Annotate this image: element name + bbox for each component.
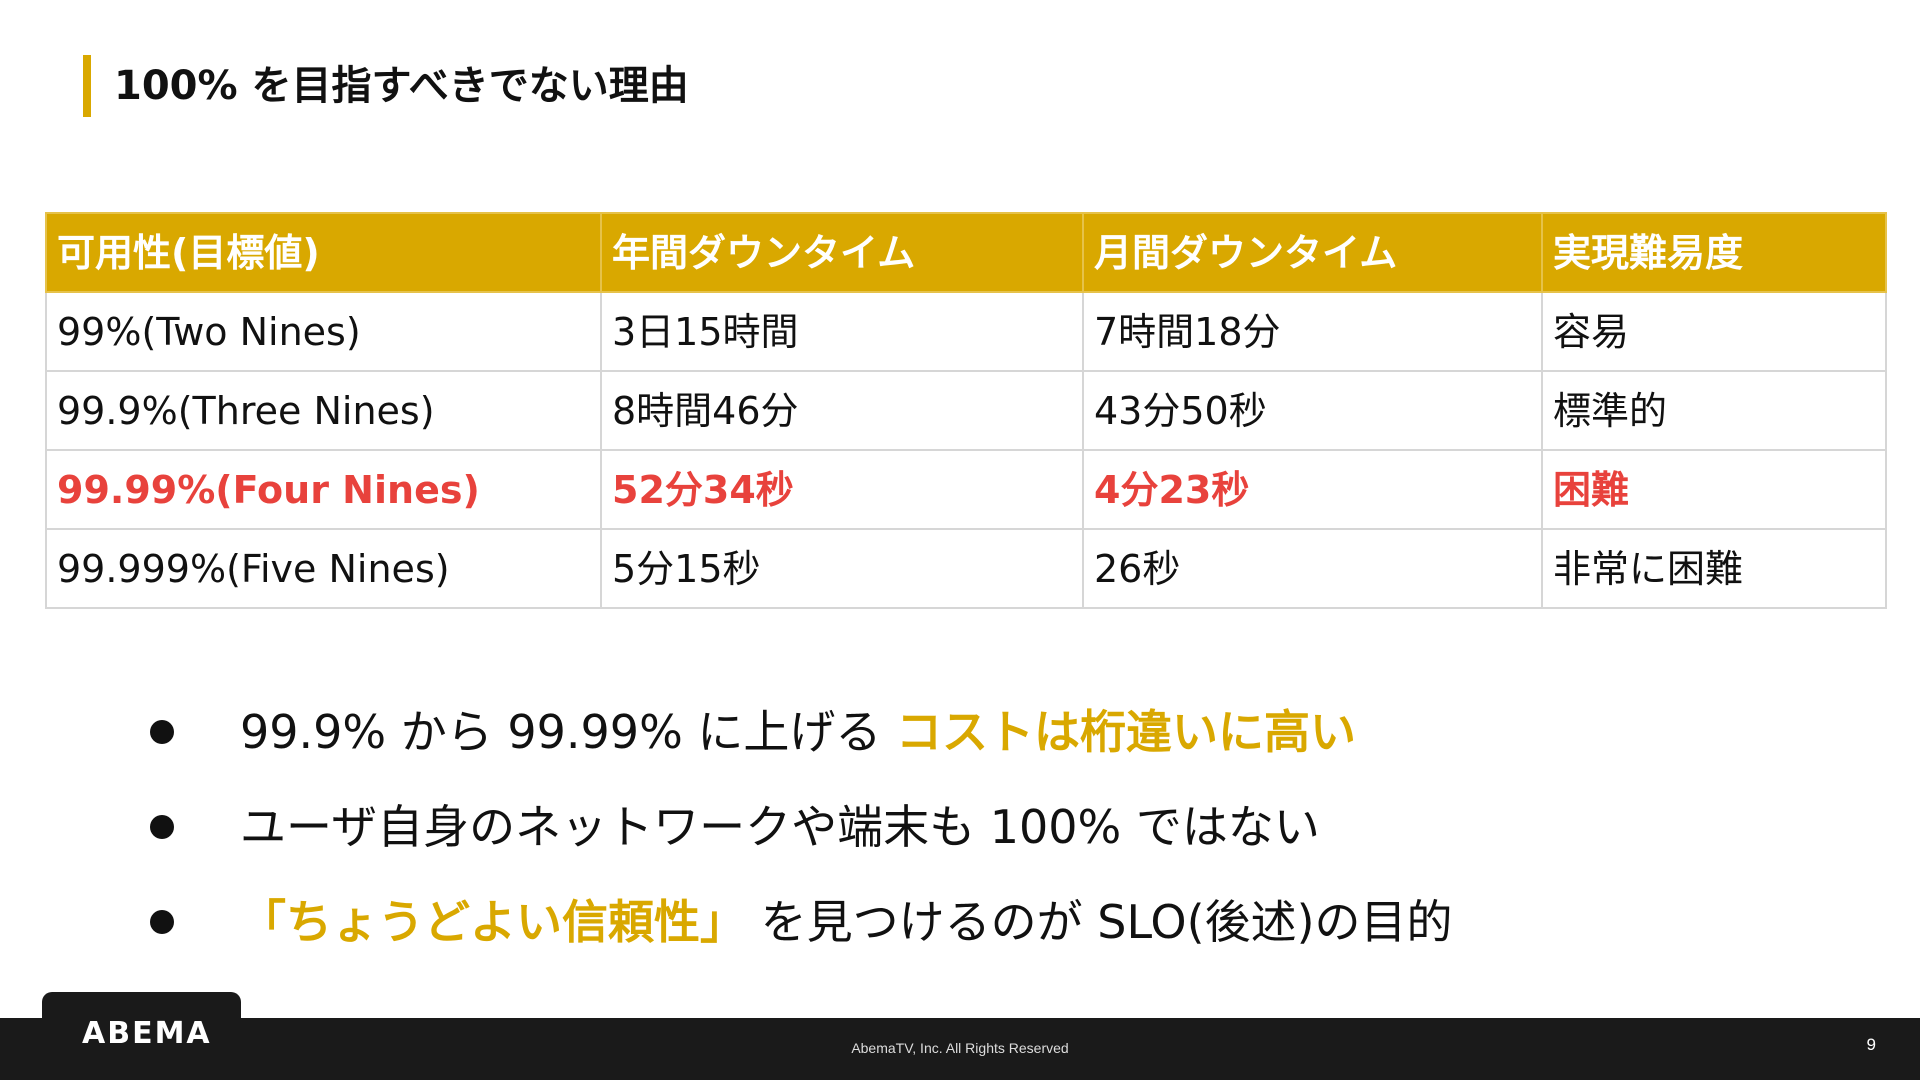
bullet-item: 99.9% から 99.99% に上げる コストは桁違いに高い <box>150 690 1453 785</box>
bullet-accent-text: コストは桁違いに高い <box>896 705 1357 759</box>
table-row-highlighted: 99.99%(Four Nines) 52分34秒 4分23秒 困難 <box>45 449 1887 530</box>
footer-bar <box>0 1018 1920 1080</box>
abema-logo: ABEMA <box>82 1016 212 1051</box>
availability-table: 可用性(目標値) 年間ダウンタイム 月間ダウンタイム 実現難易度 99%(Two… <box>45 212 1887 609</box>
cell-annual-downtime: 52分34秒 <box>600 449 1084 530</box>
cell-availability: 99.9%(Three Nines) <box>45 370 602 451</box>
cell-difficulty: 困難 <box>1541 449 1887 530</box>
bullet-item: ユーザ自身のネットワークや端末も 100% ではない <box>150 785 1453 880</box>
copyright-text: AbemaTV, Inc. All Rights Reserved <box>851 1040 1069 1056</box>
cell-monthly-downtime: 26秒 <box>1082 528 1543 609</box>
cell-monthly-downtime: 7時間18分 <box>1082 291 1543 372</box>
cell-annual-downtime: 3日15時間 <box>600 291 1084 372</box>
bullet-list: 99.9% から 99.99% に上げる コストは桁違いに高い ユーザ自身のネッ… <box>150 690 1453 975</box>
cell-difficulty: 容易 <box>1541 291 1887 372</box>
bullet-text: を見つけるのが SLO(後述)の目的 <box>746 895 1453 949</box>
table-row: 99.9%(Three Nines) 8時間46分 43分50秒 標準的 <box>45 370 1887 451</box>
title-accent-bar <box>83 55 91 117</box>
bullet-dot-icon <box>150 814 174 839</box>
logo-tab <box>42 992 241 1080</box>
cell-availability: 99.99%(Four Nines) <box>45 449 602 530</box>
cell-annual-downtime: 5分15秒 <box>600 528 1084 609</box>
cell-availability: 99.999%(Five Nines) <box>45 528 602 609</box>
header-annual-downtime: 年間ダウンタイム <box>600 212 1084 293</box>
cell-difficulty: 非常に困難 <box>1541 528 1887 609</box>
slide-title: 100% を目指すべきでない理由 <box>114 63 689 109</box>
cell-difficulty: 標準的 <box>1541 370 1887 451</box>
table-header-row: 可用性(目標値) 年間ダウンタイム 月間ダウンタイム 実現難易度 <box>45 212 1887 293</box>
header-difficulty: 実現難易度 <box>1541 212 1887 293</box>
header-monthly-downtime: 月間ダウンタイム <box>1082 212 1543 293</box>
cell-monthly-downtime: 43分50秒 <box>1082 370 1543 451</box>
bullet-text: 99.9% から 99.99% に上げる <box>240 705 897 759</box>
header-availability: 可用性(目標値) <box>45 212 602 293</box>
page-number: 9 <box>1866 1035 1876 1054</box>
table-row: 99.999%(Five Nines) 5分15秒 26秒 非常に困難 <box>45 528 1887 609</box>
table-row: 99%(Two Nines) 3日15時間 7時間18分 容易 <box>45 291 1887 372</box>
bullet-item: 「ちょうどよい信頼性」 を見つけるのが SLO(後述)の目的 <box>150 880 1453 975</box>
bullet-text: ユーザ自身のネットワークや端末も 100% ではない <box>240 800 1320 854</box>
cell-monthly-downtime: 4分23秒 <box>1082 449 1543 530</box>
bullet-dot-icon <box>150 909 174 934</box>
cell-availability: 99%(Two Nines) <box>45 291 602 372</box>
bullet-accent-text: 「ちょうどよい信頼性」 <box>240 895 746 949</box>
bullet-dot-icon <box>150 719 174 744</box>
cell-annual-downtime: 8時間46分 <box>600 370 1084 451</box>
